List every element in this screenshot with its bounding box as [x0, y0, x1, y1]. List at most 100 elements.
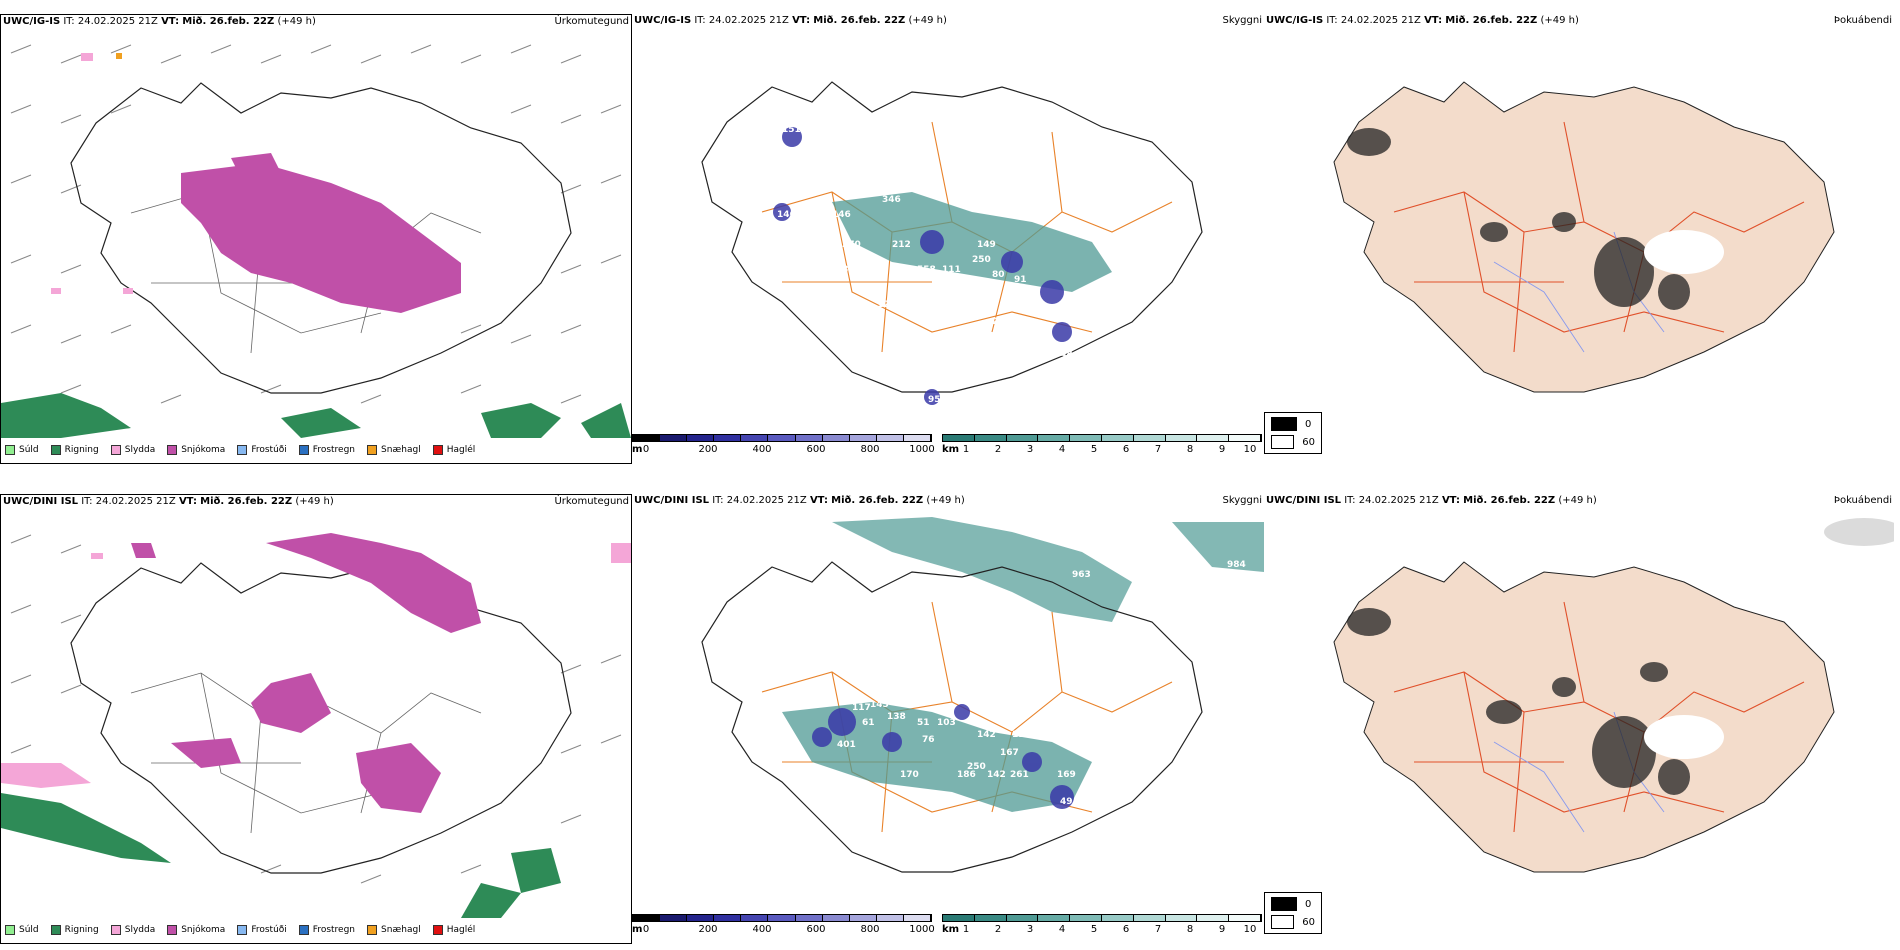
vt-time: Mið. 26.feb. 22Z — [1463, 495, 1556, 506]
legend-item: Súld — [5, 925, 39, 935]
vis-label: 142 — [987, 770, 1006, 780]
visibility-teal-east — [1172, 522, 1264, 572]
sleet-areas — [1, 543, 631, 788]
model-name: UWC/IG-IS — [3, 16, 61, 27]
cloud-base-strip — [632, 914, 932, 922]
vt-prefix: VT: — [161, 16, 180, 27]
it-time: 24.02.2025 21Z — [77, 16, 158, 27]
vt-prefix: VT: — [792, 15, 811, 26]
vis-label: 80 — [992, 270, 1005, 280]
fog-key-swatch — [1271, 915, 1295, 929]
fog-header-1: UWC/IG-IS IT: 24.02.2025 21Z VT: Mið. 26… — [1264, 14, 1894, 32]
legend-item: Snæhagl — [367, 925, 421, 935]
legend-swatch — [5, 445, 15, 455]
fog-map-2 — [1333, 518, 1894, 873]
visibility-teal-north — [832, 517, 1132, 622]
vis-label: 401 — [837, 740, 856, 750]
legend-swatch — [167, 925, 178, 935]
vis-label: 61 — [862, 718, 875, 728]
vis-label: 250 — [967, 762, 986, 772]
vis-label: 149 — [977, 240, 996, 250]
precip-legend-2: Súld Rigning Slydda Snjókoma Frostúði Fr… — [5, 923, 475, 937]
iceland-outline — [70, 82, 572, 394]
visibility-unit: km — [942, 444, 960, 455]
vis-label: 261 — [1010, 770, 1029, 780]
iceland-outline — [701, 81, 1203, 393]
vis-label: 115 — [907, 400, 926, 410]
vt-time: Mið. 26.feb. 22Z — [831, 495, 924, 506]
precip-panel-2: UWC/DINI ISL IT: 24.02.2025 21Z VT: Mið.… — [0, 494, 632, 944]
vis-label: 186 — [957, 770, 976, 780]
cloud-tick: 800 — [860, 444, 880, 455]
cloud-tick: 1000 — [909, 444, 935, 455]
legend-label: Snæhagl — [381, 925, 421, 935]
cloud-panel-1: UWC/IG-IS IT: 24.02.2025 21Z VT: Mið. 26… — [632, 14, 1264, 464]
lead-time: (+49 h) — [277, 16, 316, 27]
legend-swatch — [367, 925, 378, 935]
vt-time: Mið. 26.feb. 22Z — [1445, 15, 1538, 26]
legend-swatch — [110, 925, 121, 935]
vis-label: 170 — [900, 770, 919, 780]
vis-label: 130 — [777, 650, 796, 660]
fog-key-2: 0 60 — [1264, 892, 1322, 934]
cloud-title: Skyggni — [1222, 495, 1262, 506]
vis-tick: 6 — [1122, 444, 1130, 455]
it-prefix: IT: — [63, 16, 75, 27]
vis-label: 138 — [887, 712, 906, 722]
legend-item: Frostúði — [237, 445, 287, 455]
it-time: 24.02.2025 21Z — [95, 496, 176, 507]
vis-label: 176 — [977, 690, 996, 700]
lead-time: (+49 h) — [1558, 495, 1597, 506]
vis-tick: 4 — [1058, 444, 1066, 455]
vis-label: 142 — [977, 730, 996, 740]
fog-title: Þokuábendi — [1833, 495, 1892, 506]
legend-label: Frostregn — [312, 925, 356, 935]
vis-tick: 10 — [1243, 444, 1257, 455]
vis-tick: 10 — [1243, 924, 1257, 935]
vis-label: 76 — [922, 735, 935, 745]
cloud-base-unit: m — [632, 444, 643, 455]
legend-label: Haglél — [446, 925, 476, 935]
cloud-blue-patches — [773, 127, 1072, 405]
vis-label: 163 — [1012, 325, 1031, 335]
legend-label: Snæhagl — [381, 445, 421, 455]
fog-panel-1: UWC/IG-IS IT: 24.02.2025 21Z VT: Mið. 26… — [1264, 14, 1900, 464]
vis-label: 212 — [892, 240, 911, 250]
vis-label: 145 — [870, 700, 889, 710]
vis-label: 346 — [882, 195, 901, 205]
lead-time: (+49 h) — [1540, 15, 1579, 26]
vis-tick: 7 — [1154, 924, 1162, 935]
sleet-areas — [51, 53, 133, 294]
legend-label: Rigning — [64, 445, 99, 455]
visibility-colorbar-1: km 1 2 3 4 5 6 7 8 9 10 — [942, 434, 1262, 460]
vt-prefix: VT: — [809, 495, 828, 506]
precip-map-1 — [1, 44, 631, 438]
vis-label: 49 — [1060, 797, 1073, 807]
cloud-panel-2: UWC/DINI ISL IT: 24.02.2025 21Z VT: Mið.… — [632, 494, 1264, 944]
cloud-map-1: 151 154 146 546 346 899 146 270 212 889 … — [701, 81, 1203, 410]
legend-item: Snæhagl — [367, 445, 421, 455]
precip-title: Úrkomutegund — [554, 496, 629, 507]
vis-label: 250 — [972, 255, 991, 265]
vt-prefix: VT: — [178, 496, 197, 507]
cloud-base-unit: m — [632, 924, 643, 935]
vis-tick: 7 — [1154, 444, 1162, 455]
cloud-tick: 400 — [752, 924, 772, 935]
precip-title: Úrkomutegund — [554, 16, 629, 27]
legend-item: Snjókoma — [167, 445, 225, 455]
visibility-teal — [832, 192, 1112, 292]
wind-barbs — [10, 44, 622, 404]
precip-map-2 — [1, 533, 631, 918]
legend-label: Slydda — [124, 445, 156, 455]
legend-swatch — [432, 445, 443, 455]
visibility-strip — [942, 914, 1262, 922]
legend-swatch — [432, 925, 443, 935]
it-time: 24.02.2025 21Z — [1358, 495, 1439, 506]
vis-label: 984 — [1227, 560, 1246, 570]
legend-label: Frostregn — [312, 445, 356, 455]
precip-header-2: UWC/DINI ISL IT: 24.02.2025 21Z VT: Mið.… — [1, 495, 631, 513]
legend-item: Súld — [5, 445, 39, 455]
vis-label: 91 — [1014, 275, 1027, 285]
cloud-tick: 200 — [698, 444, 718, 455]
vis-tick: 3 — [1026, 924, 1034, 935]
